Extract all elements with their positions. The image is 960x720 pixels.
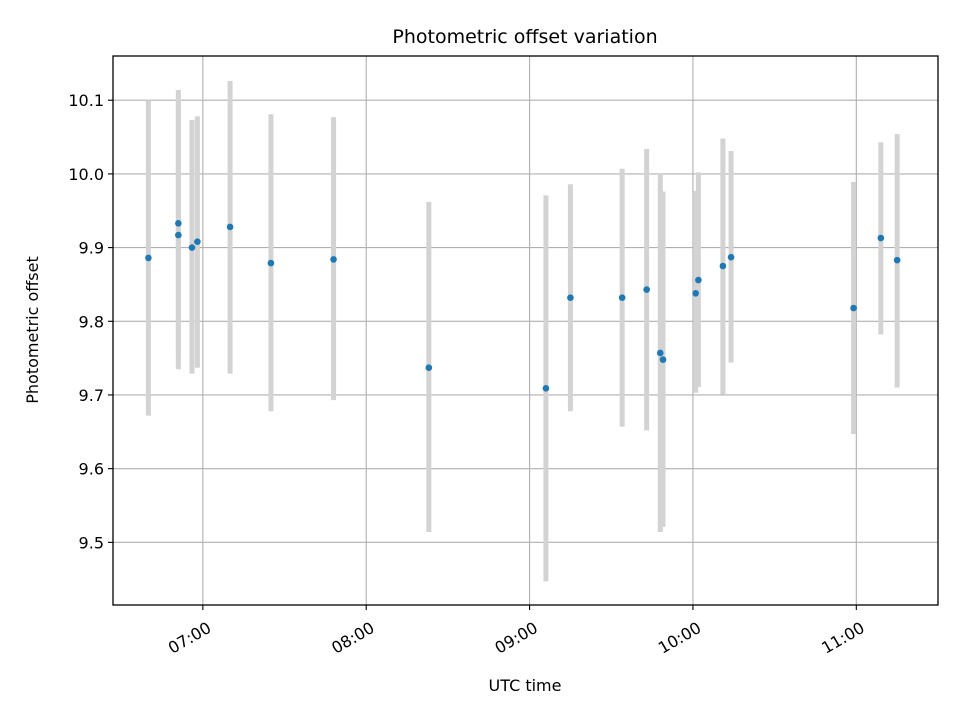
data-point [567,294,574,302]
y-tick-label: 9.7 [79,386,104,405]
y-tick-label: 10.0 [68,165,104,184]
data-point [175,219,182,227]
grid-lines [113,56,938,605]
y-tick-label: 9.9 [79,239,104,258]
data-point [618,294,626,302]
data-point [330,256,337,263]
data-points [145,219,901,392]
data-point [692,289,699,297]
data-point [727,253,735,261]
data-point [542,385,550,392]
data-point [188,244,196,251]
data-point [194,238,201,246]
data-point [659,356,667,363]
data-point [425,364,433,372]
data-point [695,276,702,284]
y-tick-label: 9.8 [79,312,104,331]
data-point [893,256,901,264]
plot-area-frame [112,55,939,606]
data-point [267,259,275,267]
data-point [877,234,885,242]
data-point [719,262,727,270]
data-point [643,286,650,293]
x-axis-title: UTC time [489,676,562,695]
y-axis-ticks: 9.5 9.6 9.7 9.8 9.9 10.0 10.1 [68,91,113,552]
chart-title: Photometric offset variation [392,26,657,48]
y-tick-label: 9.6 [79,460,104,479]
y-tick-label: 9.5 [79,533,104,552]
data-point [175,231,182,239]
data-point [656,349,664,357]
y-tick-label: 10.1 [68,91,104,110]
data-point [850,304,857,312]
data-point [145,254,152,262]
y-axis-title: Photometric offset [23,256,42,404]
data-point [226,223,234,231]
